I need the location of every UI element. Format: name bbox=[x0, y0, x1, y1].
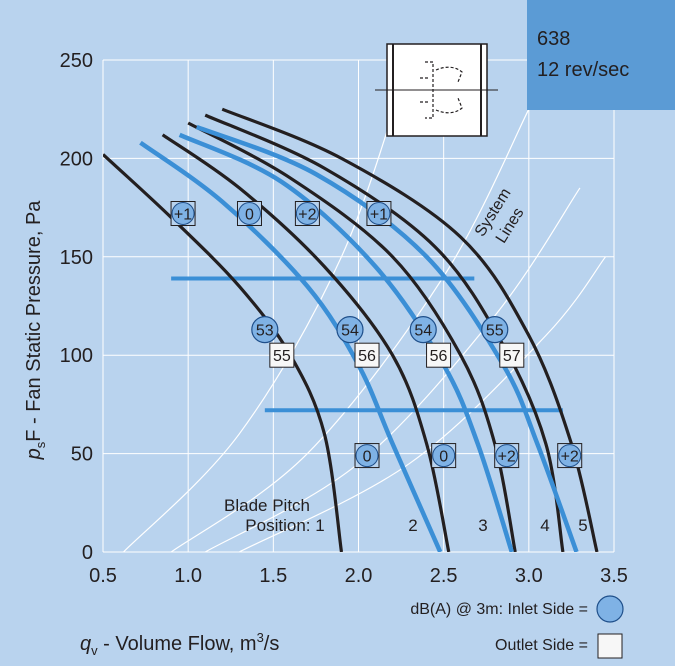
legend-outlet-text: Outlet Side = bbox=[495, 637, 588, 654]
black-curve bbox=[161, 133, 451, 552]
pitch-position-2: 2 bbox=[408, 516, 417, 535]
system-line bbox=[170, 108, 530, 552]
pitch-marker-lower-circle bbox=[355, 444, 379, 468]
black-curve bbox=[204, 113, 565, 552]
y-tick-label: 200 bbox=[60, 148, 93, 170]
outlet-db-marker-shape bbox=[426, 342, 452, 368]
y-axis-label-text: F - Fan Static Pressure, Pa bbox=[23, 200, 45, 442]
legend-inlet-symbol bbox=[596, 595, 624, 623]
y-axis-label-sub: s bbox=[33, 441, 48, 448]
system-lines-group bbox=[123, 59, 606, 552]
x-tick-label: 0.5 bbox=[89, 565, 117, 587]
pitch-marker-lower-circle bbox=[432, 444, 456, 468]
y-tick-label: 150 bbox=[60, 247, 93, 269]
inlet-db-marker-shape bbox=[481, 316, 509, 344]
system-line bbox=[123, 59, 411, 552]
pitch-marker-lower-label: 0 bbox=[439, 449, 448, 466]
outlet-db-marker-shape bbox=[269, 342, 295, 368]
outlet-db-marker-label: 57 bbox=[503, 348, 521, 365]
pitch-marker-lower-circle bbox=[558, 444, 582, 468]
blue-curve bbox=[178, 132, 514, 552]
pitch-marker-lower-label: +2 bbox=[561, 449, 579, 466]
x-tick-label: 2.0 bbox=[345, 565, 373, 587]
pitch-marker-lower-label: +2 bbox=[498, 449, 516, 466]
title-box-line1: 638 bbox=[537, 28, 570, 50]
title-box bbox=[527, 0, 675, 110]
pitch-marker-upper-circle bbox=[367, 202, 391, 226]
y-tick-label: 100 bbox=[60, 345, 93, 367]
pitch-marker-upper-label: +1 bbox=[370, 207, 388, 224]
pitch-position-3: 3 bbox=[478, 516, 487, 535]
pitch-marker-upper-label: +2 bbox=[298, 207, 316, 224]
outlet-db-marker-shape bbox=[499, 342, 525, 368]
blue-curve bbox=[139, 140, 443, 552]
outlet-db-marker-label: 55 bbox=[273, 348, 291, 365]
blade-pitch-label-line1: Blade Pitch bbox=[224, 496, 310, 515]
pitch-marker-lower-circle bbox=[495, 444, 519, 468]
y-axis-label: psF - Fan Static Pressure, Pa bbox=[23, 200, 48, 461]
inlet-db-marker-label: 54 bbox=[414, 323, 432, 340]
inlet-db-marker-shape bbox=[251, 316, 279, 344]
x-tick-label: 3.0 bbox=[515, 565, 543, 587]
y-tick-label: 50 bbox=[71, 444, 93, 466]
fan-blades bbox=[420, 61, 463, 119]
inlet-db-marker-shape bbox=[336, 316, 364, 344]
pitch-marker-upper-label: 0 bbox=[245, 207, 254, 224]
system-line bbox=[238, 256, 606, 552]
outlet-db-marker-label: 56 bbox=[358, 348, 376, 365]
blade-pitch-label-line2: Position: 1 bbox=[245, 516, 324, 535]
pitch-position-4: 4 bbox=[540, 516, 549, 535]
fan-schematic-icon bbox=[375, 43, 498, 137]
outlet-db-marker-label: 56 bbox=[430, 348, 448, 365]
inlet-db-marker-shape bbox=[409, 316, 437, 344]
x-tick-label: 3.5 bbox=[600, 565, 628, 587]
x-axis-label-var: q bbox=[80, 633, 91, 655]
x-axis-label-text: - Volume Flow, m bbox=[98, 633, 257, 655]
x-tick-label: 2.5 bbox=[430, 565, 458, 587]
x-axis-label: qv - Volume Flow, m3/s bbox=[80, 630, 279, 658]
pitch-marker-upper-circle bbox=[295, 202, 319, 226]
y-axis-label-var: p bbox=[23, 448, 45, 460]
y-tick-label: 250 bbox=[60, 50, 93, 72]
legend-outlet-symbol bbox=[597, 633, 623, 659]
x-tick-label: 1.5 bbox=[259, 565, 287, 587]
x-axis-label-unit: /s bbox=[264, 633, 280, 655]
x-axis-label-sup: 3 bbox=[257, 630, 264, 645]
pitch-marker-upper-label: +1 bbox=[174, 207, 192, 224]
blue-curve bbox=[195, 124, 579, 552]
x-tick-label: 1.0 bbox=[174, 565, 202, 587]
pitch-marker-upper-circle bbox=[171, 202, 195, 226]
pitch-position-5: 5 bbox=[578, 516, 587, 535]
inlet-db-marker-label: 54 bbox=[341, 323, 359, 340]
pitch-marker-upper-circle bbox=[237, 202, 261, 226]
inlet-db-marker-label: 53 bbox=[256, 323, 274, 340]
inlet-db-marker-label: 55 bbox=[486, 323, 504, 340]
outlet-db-marker-shape bbox=[354, 342, 380, 368]
legend-inlet-text: dB(A) @ 3m: Inlet Side = bbox=[410, 601, 588, 618]
x-axis-label-sub: v bbox=[91, 643, 98, 658]
pitch-marker-lower-label: 0 bbox=[363, 449, 372, 466]
system-line bbox=[204, 187, 581, 552]
title-box-line2: 12 rev/sec bbox=[537, 59, 629, 81]
y-tick-label: 0 bbox=[82, 542, 93, 564]
